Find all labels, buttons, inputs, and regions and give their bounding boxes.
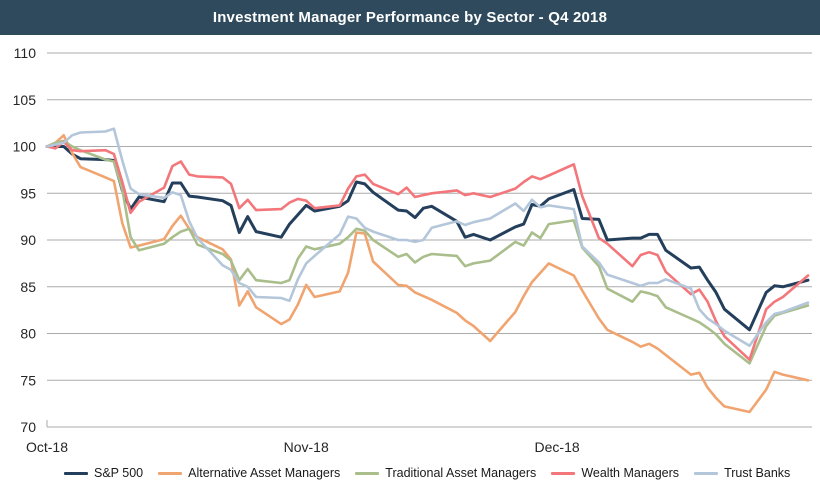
legend-item-wealth-managers[interactable]: Wealth Managers bbox=[551, 466, 679, 480]
legend: S&P 500 Alternative Asset Managers Traditi… bbox=[0, 458, 820, 488]
series-line-trust-banks bbox=[45, 127, 810, 348]
series-line-wealth-managers bbox=[45, 140, 810, 362]
legend-item-traditional-asset-managers[interactable]: Traditional Asset Managers bbox=[355, 466, 536, 480]
y-axis-tick-label: 85 bbox=[20, 279, 36, 295]
legend-label: Wealth Managers bbox=[581, 466, 680, 480]
legend-label: Traditional Asset Managers bbox=[385, 466, 537, 480]
y-axis-tick-label: 90 bbox=[20, 232, 36, 248]
y-axis-tick-label: 70 bbox=[20, 419, 36, 435]
legend-swatch-sp500 bbox=[64, 471, 88, 475]
chart-area: 110 105 100 95 90 85 80 75 70 Oct-18 Nov-18 Dec-18 bbox=[0, 35, 820, 457]
legend-swatch-trust-banks bbox=[694, 471, 719, 475]
y-axis-tick-label: 75 bbox=[20, 372, 36, 388]
legend-label: Trust Banks bbox=[724, 466, 791, 480]
series-line-sp500 bbox=[45, 145, 810, 332]
chart-title-bar: Investment Manager Performance by Sector… bbox=[0, 0, 820, 35]
x-axis-tick-label: Oct-18 bbox=[26, 439, 68, 455]
performance-chart: 110 105 100 95 90 85 80 75 70 Oct-18 Nov-18 Dec-18 bbox=[13, 45, 812, 455]
x-axis-tick-label: Nov-18 bbox=[284, 439, 329, 455]
y-axis-tick-label: 110 bbox=[14, 45, 37, 61]
y-axis-tick-label: 100 bbox=[13, 139, 37, 155]
series-line-alternative-asset-managers bbox=[45, 134, 810, 414]
x-axis-tick-label: Dec-18 bbox=[535, 439, 580, 455]
legend-label: S&P 500 bbox=[94, 466, 144, 480]
legend-item-alternative-asset-managers[interactable]: Alternative Asset Managers bbox=[158, 466, 340, 480]
legend-swatch-traditional-asset-managers bbox=[355, 471, 380, 475]
y-axis-tick-label: 95 bbox=[20, 185, 36, 201]
legend-item-sp500[interactable]: S&P 500 bbox=[64, 466, 143, 480]
legend-label: Alternative Asset Managers bbox=[188, 466, 341, 480]
y-axis-tick-label: 80 bbox=[20, 326, 36, 342]
legend-item-trust-banks[interactable]: Trust Banks bbox=[694, 466, 790, 480]
series-line-traditional-asset-managers bbox=[45, 139, 810, 365]
legend-swatch-wealth-managers bbox=[551, 471, 576, 475]
legend-swatch-alternative-asset-managers bbox=[158, 471, 183, 475]
chart-title: Investment Manager Performance by Sector… bbox=[212, 9, 608, 26]
y-axis-tick-label: 105 bbox=[13, 92, 37, 108]
